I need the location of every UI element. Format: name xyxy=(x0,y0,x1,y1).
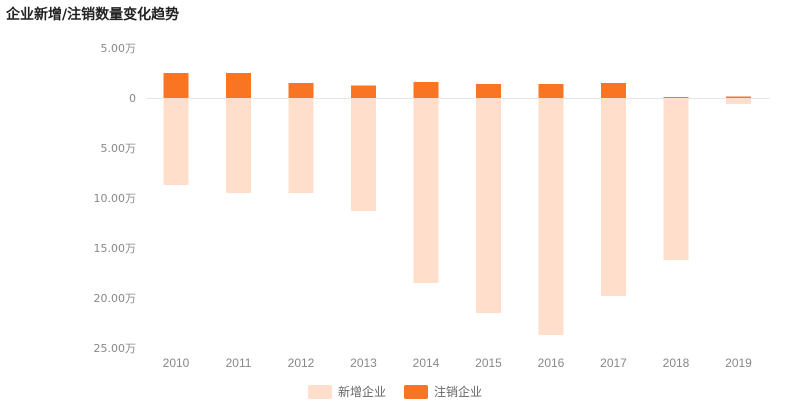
x-tick-label: 2018 xyxy=(663,356,690,370)
bar-new-2010 xyxy=(163,98,189,185)
y-tick-label: 5.00万 xyxy=(101,42,137,55)
bar-cancel-2011 xyxy=(226,73,251,98)
y-tick-label: 15.00万 xyxy=(94,242,137,255)
bar-cancel-2010 xyxy=(163,73,189,98)
legend-swatch-new xyxy=(307,384,332,399)
bar-chart: 5.00万 0 5.00万 10.00万 15.00万 20.00万 25.00万 2010 2… xyxy=(94,42,770,370)
y-tick-label: 10.00万 xyxy=(94,192,137,205)
bar-cancel-2012 xyxy=(288,83,314,98)
bar-new-2011 xyxy=(226,98,251,193)
x-tick-label: 2016 xyxy=(538,356,565,370)
bar-new-2014 xyxy=(413,98,439,283)
y-tick-label: 0 xyxy=(129,92,136,105)
legend-label-new: 新增企业 xyxy=(337,385,386,399)
legend-label-cancel: 注销企业 xyxy=(434,385,483,399)
bar-cancel-2015 xyxy=(476,84,501,98)
chart-title: 企业新增/注销数量变化趋势 xyxy=(6,7,180,23)
legend-item-cancel[interactable]: 注销企业 xyxy=(404,383,482,400)
x-tick-label: 2010 xyxy=(163,356,190,370)
y-tick-label: 25.00万 xyxy=(94,342,137,355)
bar-new-2012 xyxy=(288,98,314,193)
bar-new-2013 xyxy=(351,98,376,211)
x-tick-label: 2013 xyxy=(350,356,377,370)
bar-new-2019 xyxy=(726,98,751,104)
bar-cancel-2013 xyxy=(351,85,376,98)
x-tick-label: 2012 xyxy=(288,356,315,370)
bar-cancel-2014 xyxy=(413,82,439,98)
x-tick-label: 2017 xyxy=(600,356,627,370)
bar-new-2015 xyxy=(476,98,501,313)
bar-cancel-2016 xyxy=(538,84,564,98)
y-tick-label: 20.00万 xyxy=(94,292,137,305)
legend-item-new[interactable]: 新增企业 xyxy=(307,383,386,400)
legend-swatch-cancel xyxy=(404,384,428,399)
x-tick-label: 2011 xyxy=(226,356,252,370)
bar-new-2018 xyxy=(663,98,689,260)
chart-legend: 新增企业 注销企业 xyxy=(0,383,790,400)
x-tick-label: 2014 xyxy=(413,356,440,370)
x-tick-label: 2015 xyxy=(475,356,502,370)
bar-cancel-2018 xyxy=(663,97,689,98)
x-tick-label: 2019 xyxy=(725,356,752,370)
bar-cancel-2017 xyxy=(601,83,626,98)
y-tick-label: 5.00万 xyxy=(101,142,137,155)
bar-cancel-2019 xyxy=(726,96,751,98)
bar-new-2017 xyxy=(601,98,626,296)
bar-new-2016 xyxy=(538,98,564,335)
